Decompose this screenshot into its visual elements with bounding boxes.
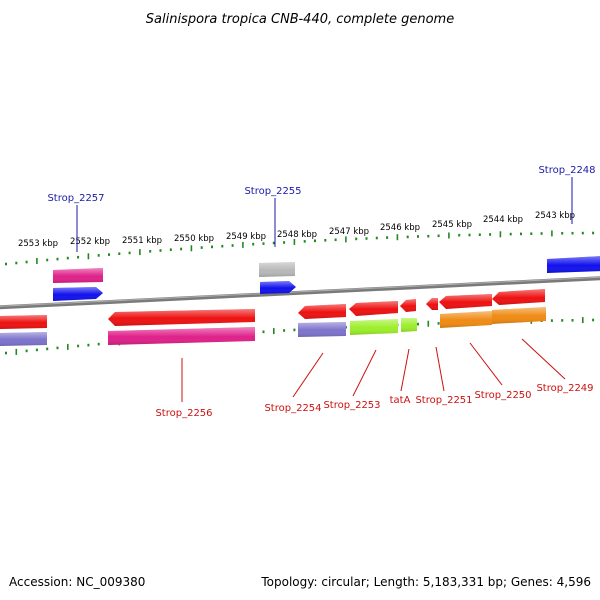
kbp-label: 2547 kbp — [329, 227, 369, 237]
kbp-label: 2552 kbp — [70, 237, 110, 247]
gene-arrow-left-edge-purple-shade — [0, 332, 47, 346]
leader-line — [352, 349, 377, 397]
map-title: Salinispora tropica CNB-440, complete ge… — [146, 12, 454, 27]
kbp-label: 2545 kbp — [432, 220, 472, 230]
accession-text: Accession: NC_009380 — [9, 575, 145, 589]
gene-arrow-strop-2256-shade — [108, 309, 255, 326]
genome-backbone-highlight — [0, 276, 600, 307]
reverse-strand-genes — [0, 289, 546, 346]
gene-arrow-strop-2251-shade — [426, 298, 438, 310]
leader-line — [292, 352, 324, 398]
kbp-label: 2548 kbp — [277, 230, 317, 240]
gene-label-strop-2254[interactable]: Strop_2254 — [264, 403, 321, 414]
kbp-label: 2544 kbp — [483, 215, 523, 225]
gene-arrow-strop-2253-shade — [349, 301, 398, 316]
gene-arrow-strop-2254-shade — [298, 304, 346, 319]
gene-label-strop-2257[interactable]: Strop_2257 — [47, 193, 104, 204]
outer-tick-row — [5, 230, 595, 266]
kbp-label: 2550 kbp — [174, 234, 214, 244]
gene-arrow-tata-shade — [400, 299, 416, 312]
kbp-label: 2549 kbp — [226, 232, 266, 242]
gene-label-strop-2249[interactable]: Strop_2249 — [536, 383, 593, 394]
leader-line — [435, 346, 445, 392]
kbp-label: 2543 kbp — [535, 211, 575, 221]
kbp-label: 2551 kbp — [122, 236, 162, 246]
gene-arrow-strop-2257-magenta-shade — [53, 268, 103, 283]
gene-label-strop-2256[interactable]: Strop_2256 — [155, 408, 212, 419]
gene-arrow-strop-2248-shade — [547, 256, 600, 273]
reverse-gene-labels: Strop_2256 Strop_2254 Strop_2253 tatA St… — [155, 383, 593, 419]
kbp-scale: 2553 kbp 2552 kbp 2551 kbp 2550 kbp 2549… — [18, 211, 575, 249]
gene-arrow-strop-2257-shade — [53, 287, 103, 301]
gene-arrow-strop-2253-lime-shade — [350, 319, 398, 335]
gene-label-strop-2250[interactable]: Strop_2250 — [474, 390, 531, 401]
gene-arrow-left-edge-shade — [0, 315, 47, 329]
kbp-label: 2546 kbp — [380, 223, 420, 233]
gene-arrow-strop-2255-gray-shade — [259, 262, 295, 277]
kbp-label: 2553 kbp — [18, 239, 58, 249]
leader-line — [521, 338, 566, 380]
leader-line — [469, 342, 503, 386]
genome-summary-text: Topology: circular; Length: 5,183,331 bp… — [260, 575, 591, 589]
gene-arrow-strop-2255-shade — [260, 281, 296, 294]
gene-arrow-strop-2250-orange-shade — [440, 311, 492, 328]
forward-strand-genes — [53, 256, 600, 301]
gene-arrow-tata-lime-shade — [401, 318, 417, 332]
gene-arrow-strop-2249-shade — [492, 289, 545, 305]
leader-line — [400, 348, 410, 392]
gene-arrow-strop-2256-magenta-shade — [108, 327, 255, 345]
gene-label-strop-2248[interactable]: Strop_2248 — [538, 165, 595, 176]
gene-label-strop-2253[interactable]: Strop_2253 — [323, 400, 380, 411]
forward-label-leaders — [76, 177, 573, 252]
gene-arrow-strop-2254-purple-shade — [298, 322, 346, 337]
gene-label-strop-2251[interactable]: Strop_2251 — [415, 395, 472, 406]
genome-backbone — [0, 276, 600, 310]
gene-label-tata[interactable]: tatA — [390, 395, 411, 406]
gene-arrow-strop-2250-shade — [439, 294, 492, 309]
reverse-label-leaders — [181, 338, 566, 402]
gene-label-strop-2255[interactable]: Strop_2255 — [244, 186, 301, 197]
forward-gene-labels: Strop_2257 Strop_2255 Strop_2248 — [47, 165, 595, 204]
gene-arrow-strop-2249-orange-shade — [492, 307, 546, 324]
